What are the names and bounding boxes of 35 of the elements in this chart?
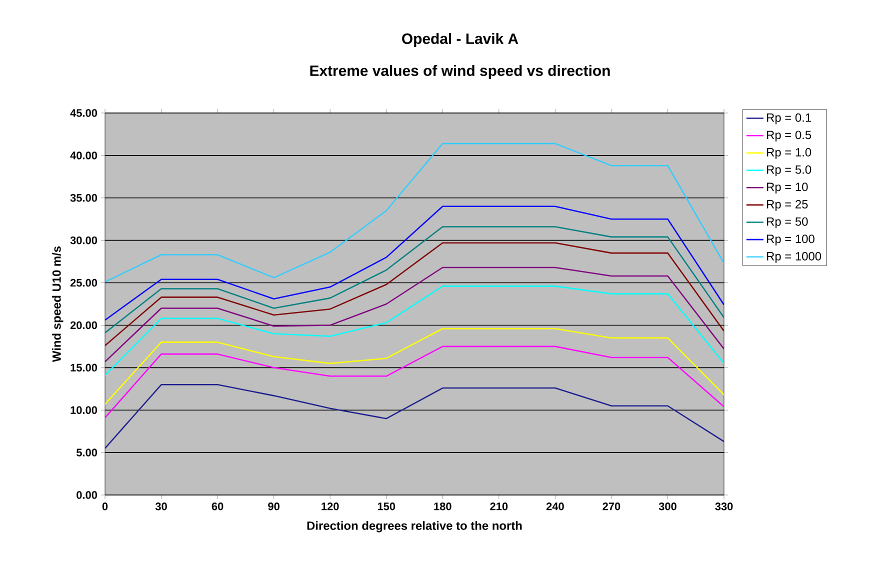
y-axis-title: Wind speed U10 m/s bbox=[52, 246, 64, 362]
y-tick-label: 25.00 bbox=[70, 278, 98, 287]
x-tick-label: 240 bbox=[546, 502, 564, 510]
legend-label: Rp = 0.1 bbox=[767, 113, 811, 124]
y-tick-label: 5.00 bbox=[76, 448, 98, 456]
y-tick-label: 0.00 bbox=[76, 491, 98, 499]
x-tick-label: 150 bbox=[378, 502, 396, 510]
x-tick-label: 0 bbox=[102, 502, 108, 510]
legend-label: Rp = 50 bbox=[767, 217, 808, 228]
chart-title: Opedal - Lavik A bbox=[402, 33, 518, 47]
y-tick-label: 35.00 bbox=[70, 194, 98, 202]
x-tick-label: 180 bbox=[434, 502, 452, 510]
legend-label: Rp = 25 bbox=[767, 200, 808, 211]
x-tick-label: 330 bbox=[715, 502, 733, 510]
x-tick-label: 30 bbox=[155, 502, 167, 510]
x-tick-label: 210 bbox=[490, 502, 508, 510]
y-tick-label: 40.00 bbox=[70, 152, 98, 160]
x-tick-label: 60 bbox=[212, 502, 224, 510]
legend-label: Rp = 0.5 bbox=[767, 130, 812, 142]
y-tick-label: 30.00 bbox=[70, 236, 98, 244]
x-axis-title: Direction degrees relative to the north bbox=[307, 521, 522, 532]
legend-label: Rp = 1000 bbox=[767, 252, 822, 263]
x-tick-label: 90 bbox=[268, 502, 280, 510]
legend-label: Rp = 10 bbox=[767, 182, 808, 194]
x-tick-label: 300 bbox=[658, 502, 676, 510]
y-tick-label: 20.00 bbox=[70, 321, 98, 330]
x-tick-label: 120 bbox=[322, 502, 339, 510]
legend-label: Rp = 100 bbox=[767, 234, 814, 246]
y-tick-label: 10.00 bbox=[70, 406, 98, 414]
chart-subtitle: Extreme values of wind speed vs direction bbox=[310, 65, 610, 79]
y-tick-label: 45.00 bbox=[70, 109, 98, 117]
legend-label: Rp = 1.0 bbox=[767, 148, 812, 159]
legend-label: Rp = 5.0 bbox=[767, 165, 812, 176]
x-tick-label: 270 bbox=[602, 502, 620, 510]
y-tick-label: 15.00 bbox=[70, 364, 98, 372]
